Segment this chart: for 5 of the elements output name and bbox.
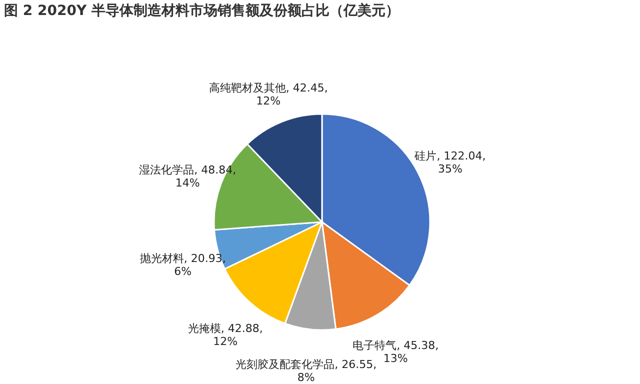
slice-label: 高纯靶材及其他, 42.45, 12% [208, 81, 328, 108]
slice-label: 光刻胶及配套化学品, 26.55, 8% [236, 358, 377, 384]
chart-title: 图 2 2020Y 半导体制造材料市场销售额及份额占比（亿美元） [4, 2, 400, 19]
slice-label: 光掩模, 42.88, 12% [188, 322, 263, 348]
slice-label: 硅片, 122.04, 35% [414, 149, 486, 176]
